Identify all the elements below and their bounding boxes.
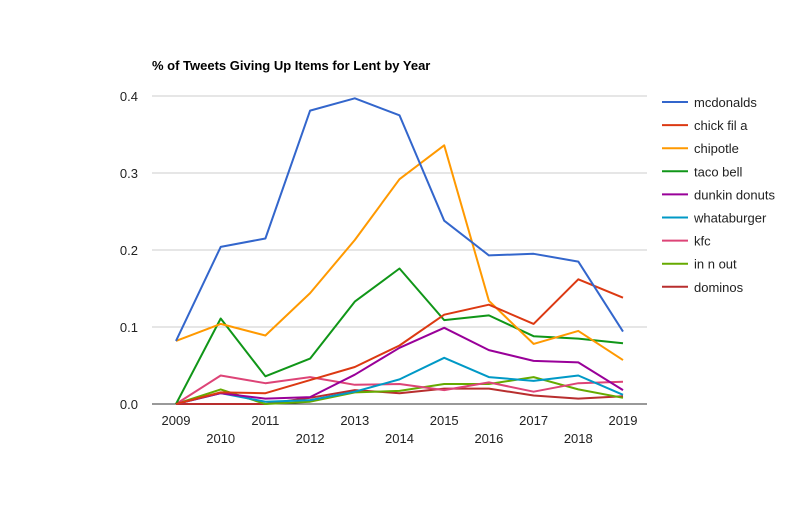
x-tick-label: 2010	[206, 431, 235, 446]
legend-item[interactable]: chick fil a	[662, 118, 748, 133]
legend-label: whataburger	[693, 211, 767, 226]
legend-label: kfc	[694, 234, 711, 249]
legend-label: mcdonalds	[694, 95, 757, 110]
legend-label: chick fil a	[694, 118, 748, 133]
y-tick-label: 0.0	[120, 397, 138, 412]
y-axis-ticks: 0.0 0.1 0.2 0.3 0.4	[120, 89, 138, 412]
y-tick-label: 0.1	[120, 320, 138, 335]
y-tick-label: 0.2	[120, 243, 138, 258]
x-tick-label: 2015	[430, 413, 459, 428]
x-tick-label: 2009	[162, 413, 191, 428]
legend[interactable]: mcdonalds chick fil a chipotle taco bell dun…	[662, 95, 775, 295]
legend-item[interactable]: dunkin donuts	[662, 187, 775, 202]
series-lines	[175, 97, 624, 405]
x-tick-label: 2018	[564, 431, 593, 446]
series-line-dunkin-donuts	[175, 326, 624, 405]
legend-label: dunkin donuts	[694, 187, 775, 202]
legend-item[interactable]: whataburger	[662, 211, 767, 226]
legend-item[interactable]: in n out	[662, 257, 737, 272]
series-line-chipotle	[175, 144, 624, 361]
series-line-kfc	[175, 374, 624, 405]
x-tick-label: 2017	[519, 413, 548, 428]
legend-label: dominos	[694, 280, 744, 295]
series-line-chick-fil-a	[175, 278, 624, 405]
x-tick-label: 2014	[385, 431, 414, 446]
legend-item[interactable]: kfc	[662, 234, 711, 249]
x-axis-ticks: 2009 2010 2011 2012 2013 2014 2015 2016 2017 2018…	[162, 413, 638, 446]
legend-label: taco bell	[694, 164, 743, 179]
series-line-whataburger	[175, 356, 624, 405]
legend-label: chipotle	[694, 141, 739, 156]
y-tick-label: 0.4	[120, 89, 138, 104]
x-tick-label: 2019	[609, 413, 638, 428]
legend-item[interactable]: dominos	[662, 280, 744, 295]
series-line-mcdonalds	[175, 97, 624, 342]
x-tick-label: 2011	[251, 413, 279, 428]
chart-title: % of Tweets Giving Up Items for Lent by …	[152, 58, 430, 73]
series-line-dominos	[176, 387, 624, 405]
x-tick-label: 2016	[474, 431, 503, 446]
x-tick-label: 2013	[340, 413, 369, 428]
legend-item[interactable]: chipotle	[662, 141, 739, 156]
legend-item[interactable]: mcdonalds	[662, 95, 757, 110]
x-tick-label: 2012	[296, 431, 325, 446]
legend-label: in n out	[694, 257, 737, 272]
legend-item[interactable]: taco bell	[662, 164, 743, 179]
y-tick-label: 0.3	[120, 166, 138, 181]
series-line-taco-bell	[175, 267, 624, 405]
